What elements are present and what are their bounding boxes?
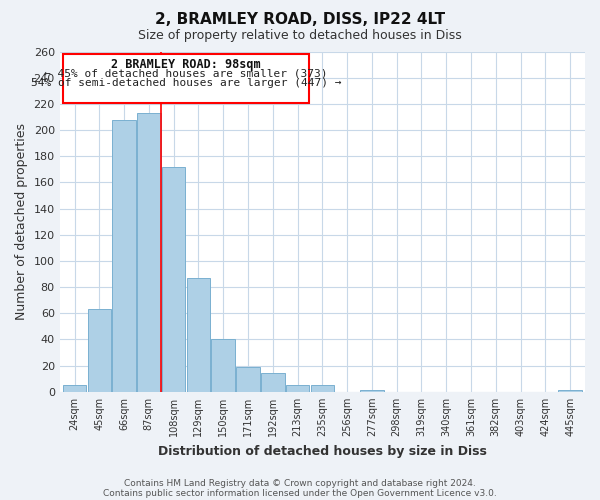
Text: ← 45% of detached houses are smaller (373): ← 45% of detached houses are smaller (37…	[44, 68, 328, 78]
Bar	[137, 113, 161, 392]
FancyBboxPatch shape	[62, 54, 309, 102]
Bar	[360, 390, 383, 392]
Bar	[311, 386, 334, 392]
Text: 54% of semi-detached houses are larger (447) →: 54% of semi-detached houses are larger (…	[31, 78, 341, 88]
Bar	[88, 310, 111, 392]
Bar	[261, 374, 284, 392]
Bar	[236, 367, 260, 392]
Bar	[63, 386, 86, 392]
X-axis label: Distribution of detached houses by size in Diss: Distribution of detached houses by size …	[158, 444, 487, 458]
Text: 2, BRAMLEY ROAD, DISS, IP22 4LT: 2, BRAMLEY ROAD, DISS, IP22 4LT	[155, 12, 445, 28]
Bar	[559, 390, 582, 392]
Text: Contains HM Land Registry data © Crown copyright and database right 2024.: Contains HM Land Registry data © Crown c…	[124, 478, 476, 488]
Text: Contains public sector information licensed under the Open Government Licence v3: Contains public sector information licen…	[103, 488, 497, 498]
Bar	[187, 278, 210, 392]
Bar	[286, 386, 310, 392]
Bar	[162, 166, 185, 392]
Bar	[112, 120, 136, 392]
Bar	[211, 340, 235, 392]
Text: 2 BRAMLEY ROAD: 98sqm: 2 BRAMLEY ROAD: 98sqm	[111, 58, 261, 71]
Y-axis label: Number of detached properties: Number of detached properties	[15, 123, 28, 320]
Text: Size of property relative to detached houses in Diss: Size of property relative to detached ho…	[138, 29, 462, 42]
